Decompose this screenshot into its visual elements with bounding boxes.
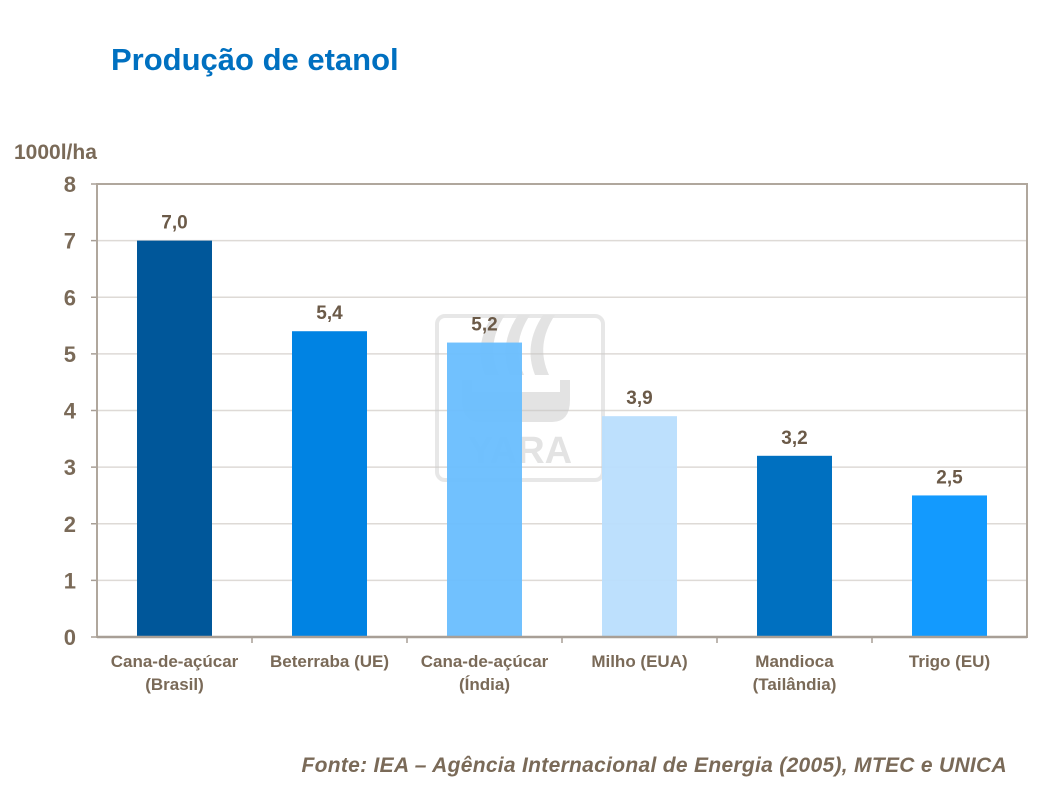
x-tick-label: Trigo (EU)	[909, 652, 990, 671]
data-label: 5,2	[471, 315, 497, 336]
x-tick-label: Milho (EUA)	[591, 652, 687, 671]
data-label: 3,9	[626, 388, 652, 409]
page-title: Produção de etanol	[111, 42, 399, 77]
bar-1	[137, 240, 212, 637]
bar-4	[602, 416, 677, 637]
source-note: Fonte: IEA – Agência Internacional de En…	[301, 754, 1007, 777]
x-tick-label: Mandioca	[755, 652, 834, 671]
y-tick-label: 6	[64, 285, 76, 310]
x-tick-label: (Tailândia)	[753, 675, 837, 694]
data-label: 3,2	[781, 428, 807, 449]
y-tick-label: 7	[64, 229, 76, 254]
bar-5	[757, 455, 832, 637]
x-tick-label: (Índia)	[459, 675, 510, 694]
y-tick-label: 3	[64, 455, 76, 480]
data-label: 5,4	[316, 303, 343, 324]
x-tick-label: Beterraba (UE)	[270, 652, 389, 671]
y-tick-label: 5	[64, 342, 76, 367]
bar-3	[447, 342, 522, 637]
data-label: 2,5	[936, 467, 963, 488]
x-tick-label: Cana-de-açúcar	[111, 652, 239, 671]
bar-2	[292, 331, 367, 637]
y-tick-label: 2	[64, 512, 76, 537]
y-tick-label: 8	[64, 172, 76, 197]
x-tick-label: (Brasil)	[145, 675, 204, 694]
y-tick-label: 1	[64, 568, 76, 593]
bar-6	[912, 495, 987, 637]
data-label: 7,0	[161, 213, 187, 234]
logo-shape	[530, 315, 555, 375]
y-tick-label: 0	[64, 625, 76, 650]
x-tick-label: Cana-de-açúcar	[421, 652, 549, 671]
y-tick-label: 4	[64, 399, 77, 424]
y-axis-label: 1000l/ha	[14, 141, 97, 164]
